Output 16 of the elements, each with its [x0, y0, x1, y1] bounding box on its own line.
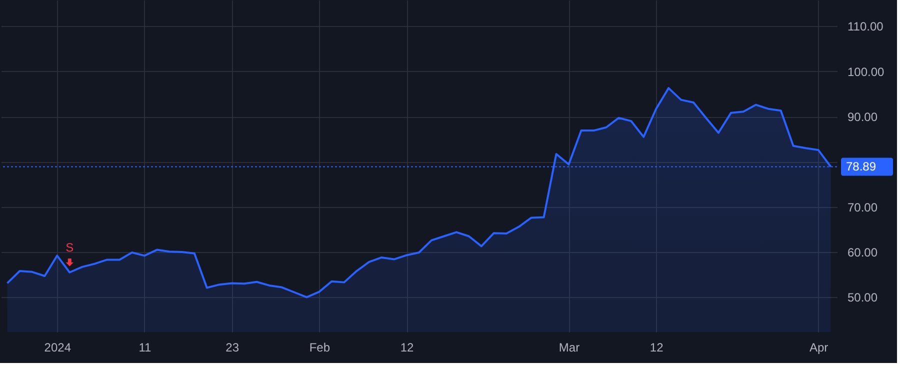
x-tick-label: Feb [309, 340, 330, 354]
x-tick-label: 23 [226, 340, 240, 354]
x-tick-label: 12 [650, 340, 664, 354]
y-tick-label: 50.00 [848, 290, 878, 305]
y-tick-label: 70.00 [848, 200, 878, 214]
y-tick-label: 100.00 [848, 64, 885, 79]
x-tick-label: Mar [558, 340, 580, 354]
x-tick-label: 2024 [44, 340, 72, 354]
x-tick-label: 11 [138, 340, 152, 354]
x-tick-label: 12 [400, 340, 414, 354]
annotation: S [66, 240, 74, 254]
y-tick-label: 60.00 [848, 246, 878, 260]
y-tick-label: 110.00 [848, 20, 884, 34]
x-tick-label: Apr [809, 340, 828, 354]
ref-line-label: 78.89 [846, 160, 876, 174]
y-tick-label: 90.00 [848, 110, 878, 124]
